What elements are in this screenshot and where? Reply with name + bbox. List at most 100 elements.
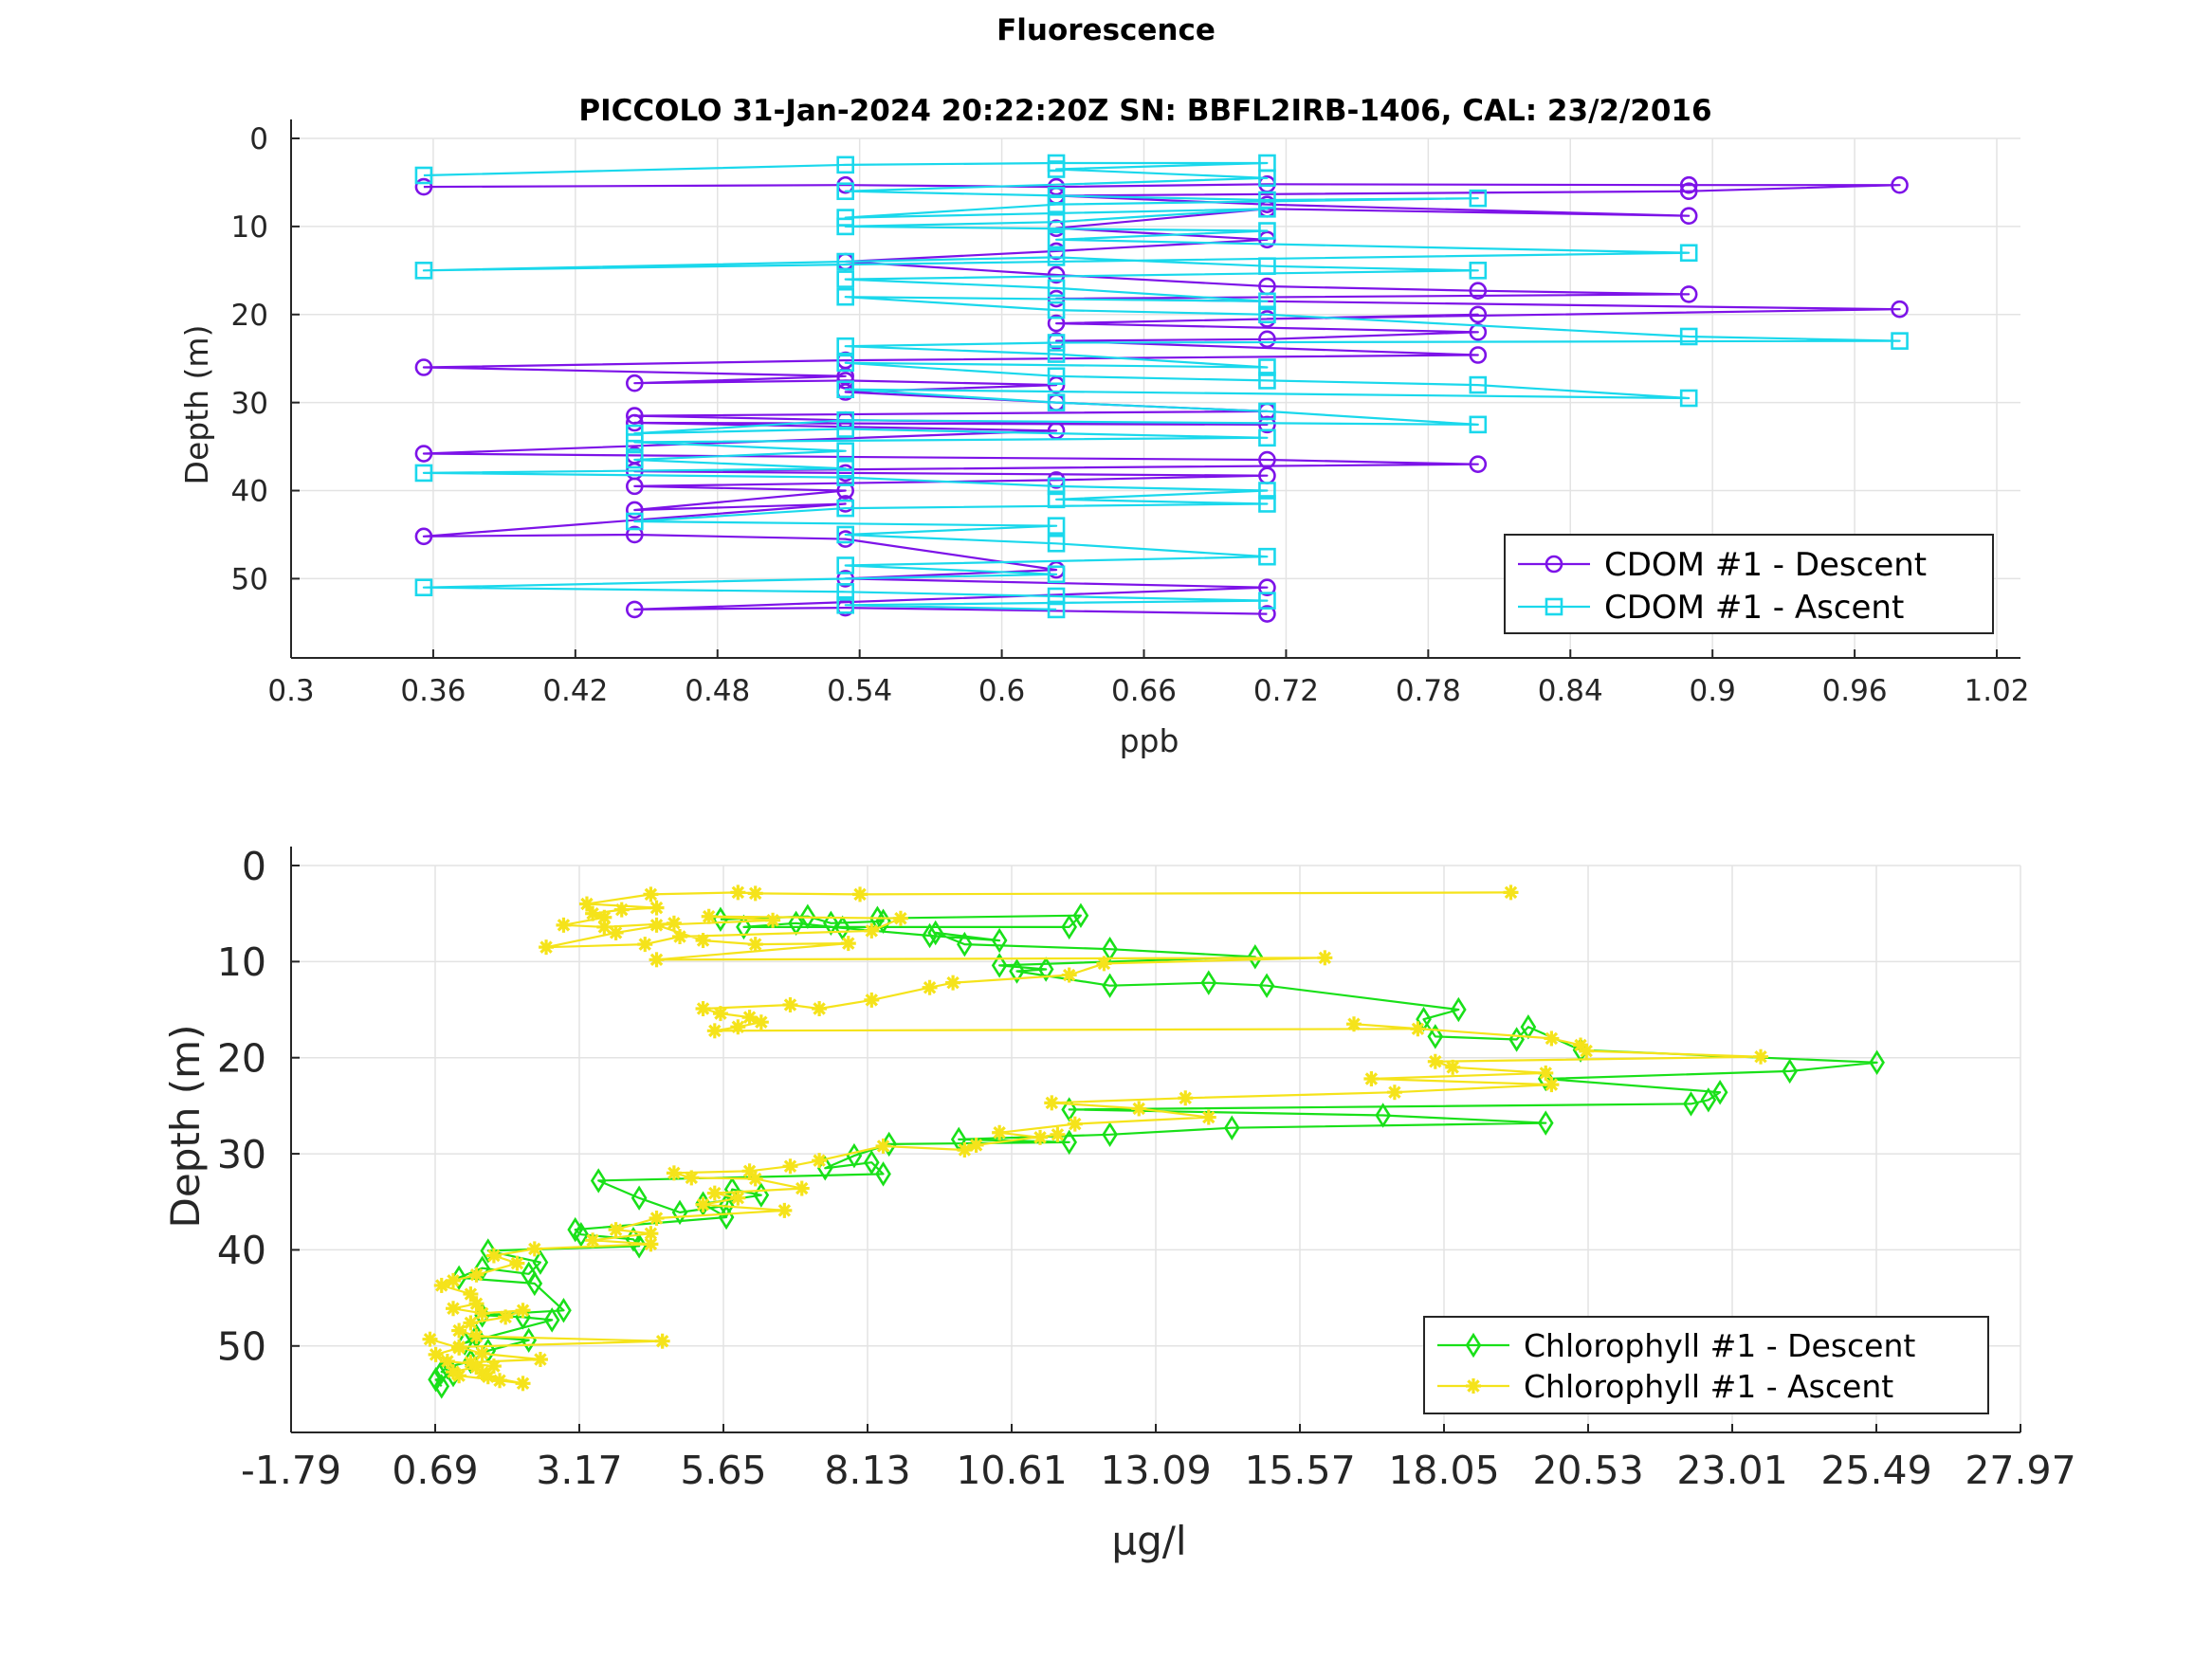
x-tick-label: 0.9	[1690, 674, 1736, 708]
data-point	[836, 595, 854, 614]
data-point	[666, 915, 682, 931]
data-point	[1044, 1095, 1060, 1111]
data-point	[875, 1138, 891, 1154]
data-point	[414, 578, 433, 596]
data-point	[414, 358, 433, 376]
data-point	[1096, 956, 1112, 972]
y-tick-label: 50	[231, 563, 268, 597]
data-point	[1047, 587, 1066, 606]
data-point	[654, 1333, 670, 1349]
y-tick-label: 20	[217, 1035, 266, 1081]
data-point	[1679, 175, 1698, 194]
x-tick-label: 8.13	[824, 1448, 910, 1493]
x-tick-label: 20.53	[1532, 1448, 1643, 1493]
data-point	[1258, 592, 1276, 610]
data-point	[957, 1142, 973, 1158]
data-point	[608, 1222, 624, 1238]
data-point	[585, 905, 601, 921]
data-point	[1102, 1121, 1118, 1148]
data-point	[485, 1248, 502, 1264]
data-point	[492, 1373, 508, 1389]
data-point	[433, 1374, 450, 1399]
data-point	[480, 1238, 497, 1264]
data-point	[1047, 534, 1066, 553]
data-point	[626, 407, 644, 425]
data-point	[863, 1149, 880, 1176]
chlorophyll-chart: -1.79 0.69 3.17 5.65 8.13 10.61 13.09 15.57 18.0…	[162, 844, 2076, 1564]
data-point	[836, 287, 854, 306]
data-point	[543, 1307, 560, 1333]
data-point	[1047, 230, 1066, 249]
legend-item: CDOM #1 - Descent	[1518, 546, 1927, 584]
data-point	[1131, 1101, 1147, 1117]
data-point	[649, 952, 665, 968]
legend: CDOM #1 - Descent CDOM #1 - Ascent	[1504, 534, 1994, 634]
data-point	[1753, 1048, 1769, 1065]
data-point	[422, 1331, 438, 1347]
legend-label: Chlorophyll #1 - Descent	[1524, 1327, 1915, 1364]
data-point	[730, 884, 746, 901]
data-point	[730, 1190, 746, 1206]
data-point	[1469, 189, 1488, 208]
x-tick-label: 13.09	[1100, 1448, 1211, 1493]
data-point	[1258, 292, 1276, 311]
x-axis-label: ppb	[1120, 722, 1179, 759]
data-point	[1258, 257, 1276, 275]
data-point	[782, 996, 798, 1012]
data-point	[1047, 345, 1066, 363]
data-point	[608, 924, 624, 940]
data-point	[1679, 285, 1698, 303]
data-point	[585, 1232, 601, 1249]
legend-item: Chlorophyll #1 - Ascent	[1437, 1368, 1893, 1405]
x-tick-label: 0.48	[685, 674, 750, 708]
data-point	[712, 1006, 728, 1022]
data-point	[649, 900, 665, 916]
data-point	[626, 501, 644, 520]
y-tick-label: 40	[231, 475, 268, 509]
data-point	[852, 886, 868, 902]
y-tick-label: 50	[217, 1324, 266, 1370]
data-point	[1047, 600, 1066, 619]
data-point	[1445, 1059, 1461, 1075]
data-point	[1711, 1079, 1728, 1105]
data-point	[836, 217, 854, 236]
data-point	[1346, 1016, 1362, 1032]
data-point	[1469, 455, 1488, 473]
data-point	[1258, 973, 1275, 998]
data-point	[509, 1255, 525, 1271]
data-point	[1700, 1087, 1717, 1113]
data-point	[1891, 300, 1909, 319]
data-point	[498, 1309, 514, 1325]
data-point	[1047, 393, 1066, 411]
legend-label: CDOM #1 - Descent	[1604, 546, 1927, 584]
data-point	[836, 482, 854, 500]
data-point	[836, 583, 854, 601]
data-point	[1050, 1126, 1066, 1142]
legend-label: Chlorophyll #1 - Ascent	[1524, 1368, 1893, 1405]
legend-marker	[1545, 597, 1563, 616]
data-point	[753, 1014, 769, 1030]
data-point	[1061, 967, 1077, 983]
x-tick-label: 27.97	[1965, 1448, 2075, 1493]
data-point	[957, 931, 973, 957]
cdom-chart: 0.3 0.36 0.42 0.48 0.54 0.6 0.66 0.72 0.78 0.84 0.…	[178, 94, 2030, 759]
data-point	[468, 1328, 484, 1344]
x-tick-label: 0.42	[542, 674, 608, 708]
data-point	[671, 1199, 688, 1226]
data-point	[836, 182, 854, 201]
data-point	[468, 1267, 484, 1283]
data-point	[836, 252, 854, 271]
data-point	[1067, 1116, 1083, 1132]
data-point	[1047, 367, 1066, 386]
data-point	[1537, 1110, 1554, 1136]
data-point	[556, 1298, 572, 1323]
data-point	[1047, 314, 1066, 333]
data-point	[1033, 1129, 1049, 1145]
data-point	[922, 979, 938, 995]
data-point	[836, 270, 854, 288]
data-point	[1258, 428, 1276, 447]
data-point	[1200, 1109, 1216, 1125]
data-point	[1258, 358, 1276, 376]
data-point	[730, 1019, 746, 1035]
